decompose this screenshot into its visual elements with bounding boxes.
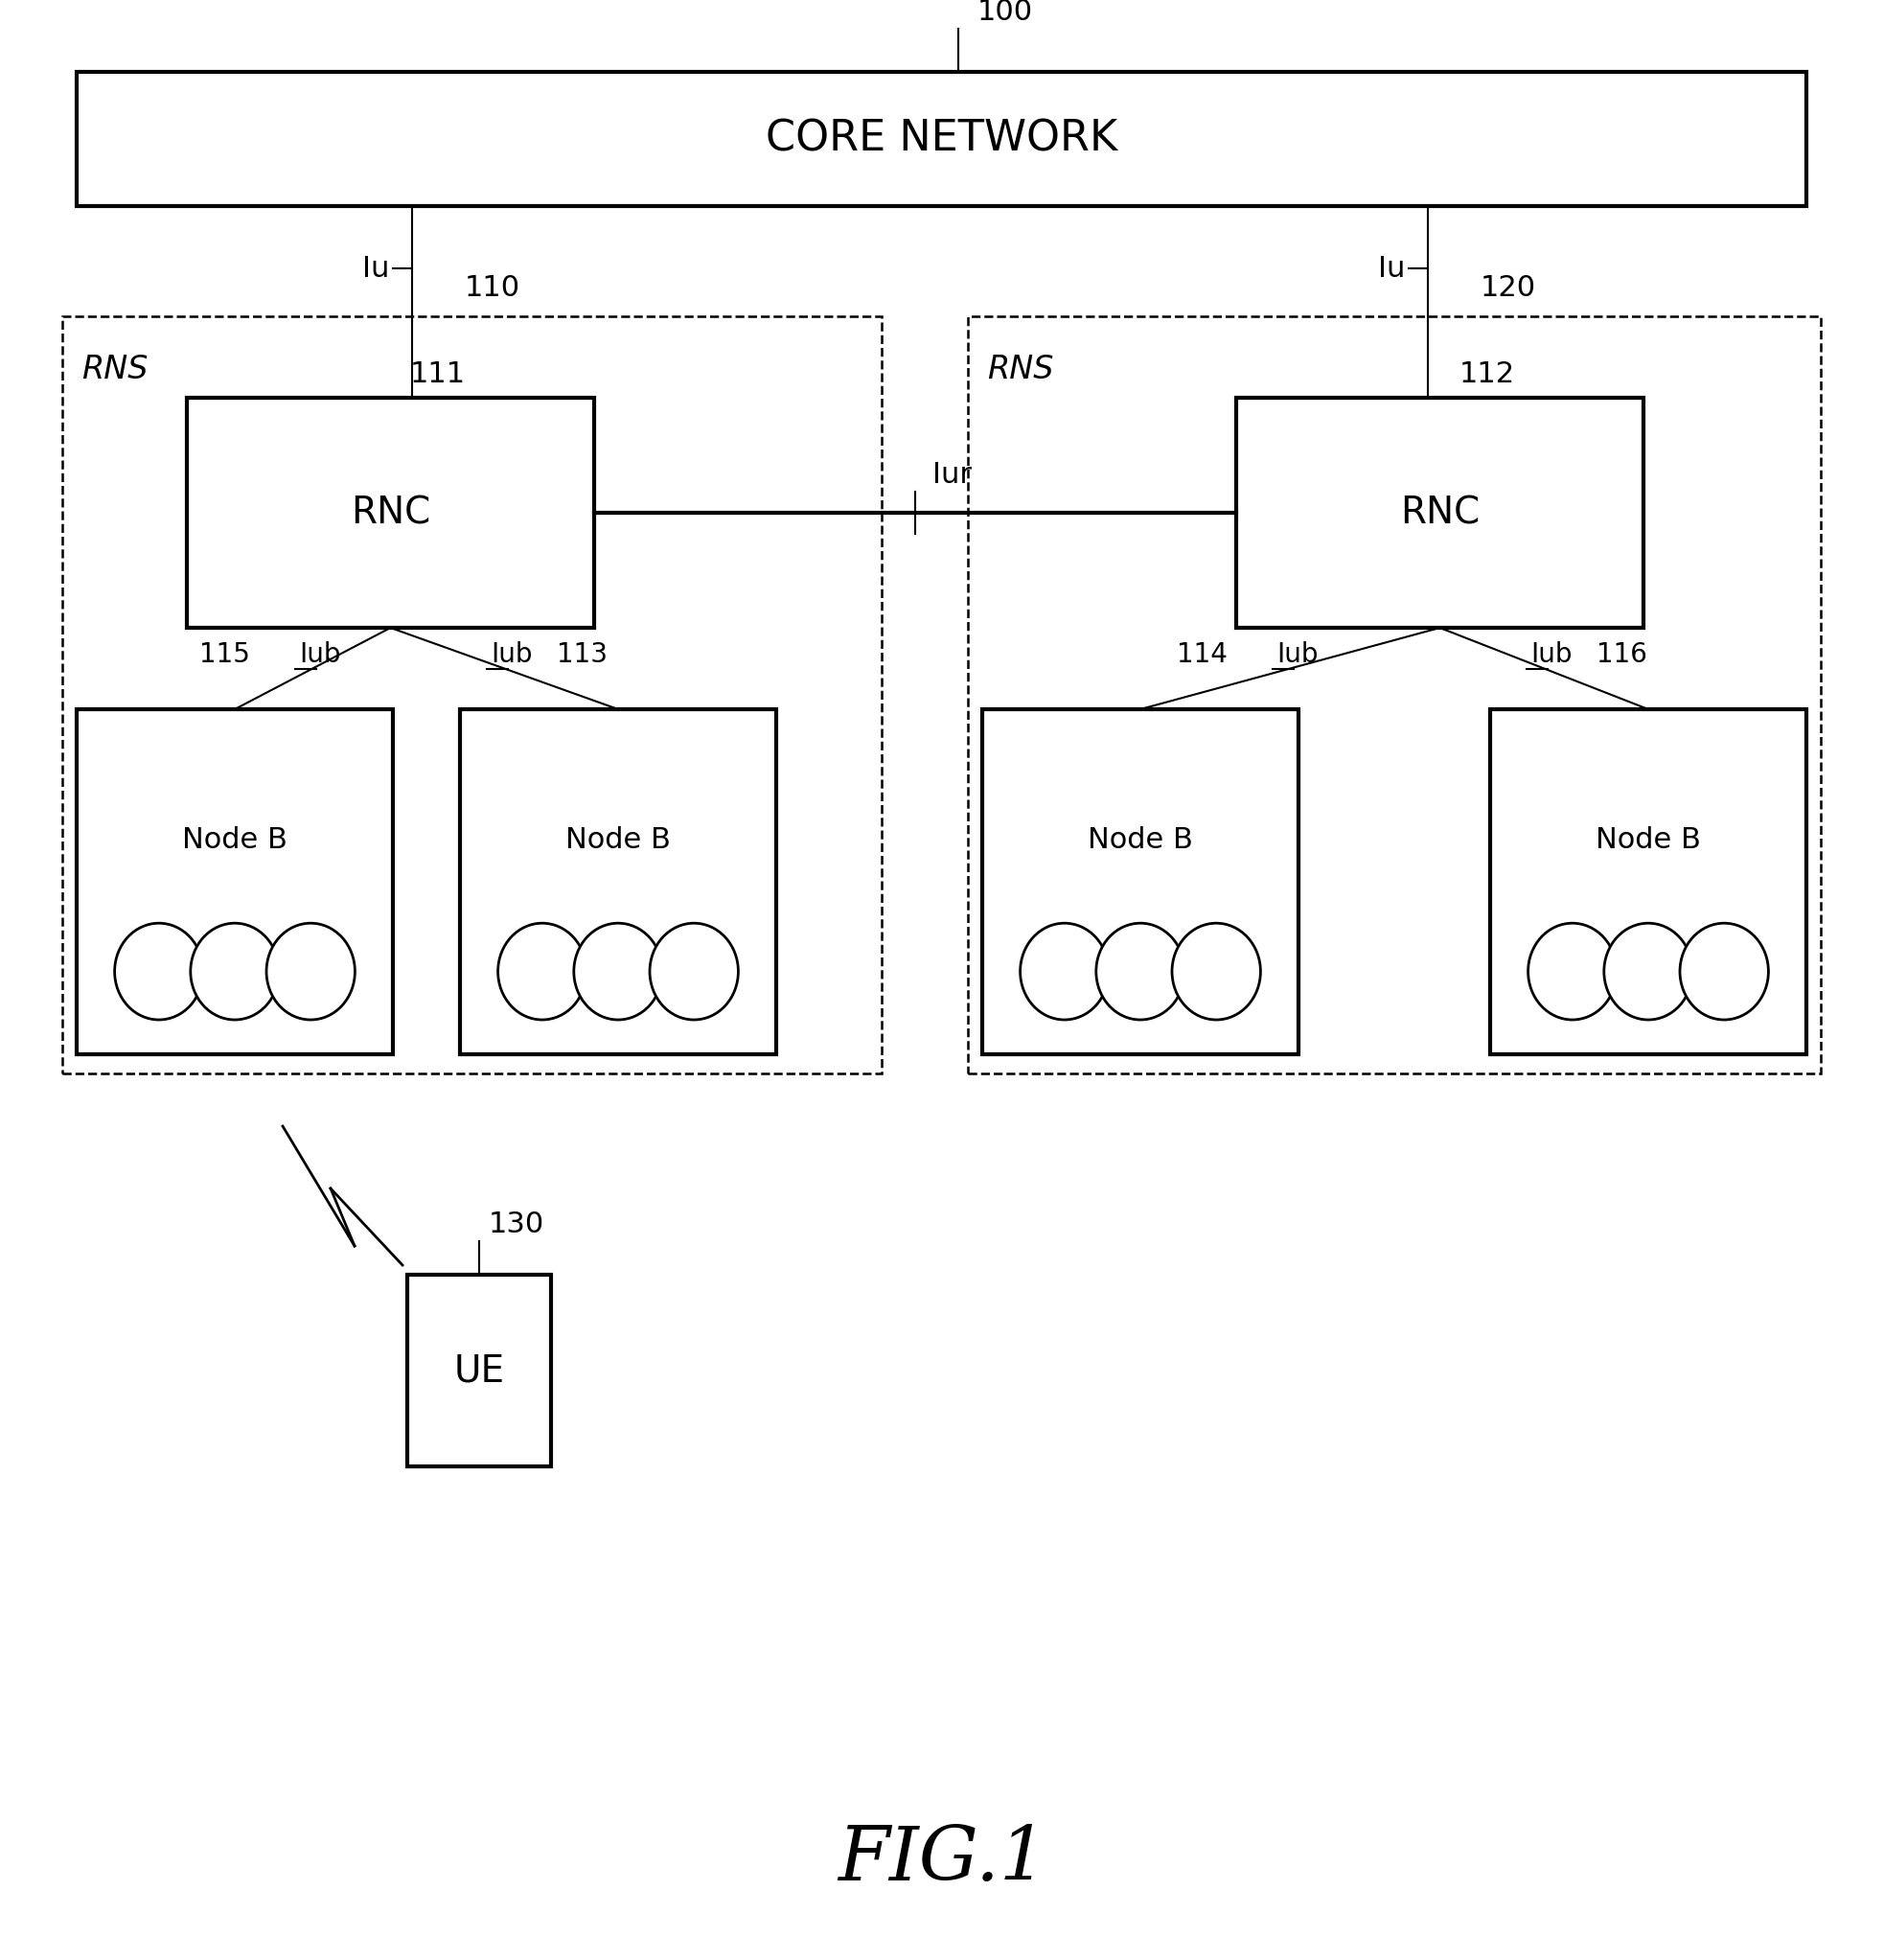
Text: Iub: Iub bbox=[1530, 641, 1573, 668]
Text: Node B: Node B bbox=[1087, 827, 1193, 855]
Ellipse shape bbox=[1096, 923, 1185, 1019]
Text: Iub: Iub bbox=[300, 641, 341, 668]
Text: Node B: Node B bbox=[183, 827, 288, 855]
Text: Node B: Node B bbox=[1596, 827, 1701, 855]
Ellipse shape bbox=[115, 923, 203, 1019]
Text: 100: 100 bbox=[978, 0, 1032, 25]
Bar bbox=[982, 710, 1298, 1054]
Bar bbox=[77, 710, 394, 1054]
Bar bbox=[407, 1274, 550, 1466]
Bar bbox=[1236, 398, 1643, 627]
Text: Iub: Iub bbox=[492, 641, 533, 668]
Ellipse shape bbox=[1528, 923, 1616, 1019]
Text: Iur: Iur bbox=[933, 461, 972, 488]
Bar bbox=[968, 316, 1820, 1074]
Text: RNC: RNC bbox=[350, 494, 430, 531]
Text: FIG.1: FIG.1 bbox=[836, 1823, 1048, 1895]
Text: CORE NETWORK: CORE NETWORK bbox=[765, 118, 1117, 159]
Text: 116: 116 bbox=[1598, 641, 1647, 668]
Text: Iu: Iu bbox=[1377, 255, 1405, 282]
Ellipse shape bbox=[497, 923, 586, 1019]
Ellipse shape bbox=[190, 923, 279, 1019]
Text: RNS: RNS bbox=[81, 353, 149, 384]
Ellipse shape bbox=[1603, 923, 1692, 1019]
Ellipse shape bbox=[575, 923, 663, 1019]
Text: 110: 110 bbox=[465, 274, 520, 302]
Ellipse shape bbox=[1681, 923, 1769, 1019]
Ellipse shape bbox=[266, 923, 354, 1019]
Ellipse shape bbox=[650, 923, 739, 1019]
Text: 120: 120 bbox=[1481, 274, 1535, 302]
Text: 130: 130 bbox=[488, 1211, 544, 1239]
Bar bbox=[460, 710, 776, 1054]
Text: RNC: RNC bbox=[1400, 494, 1479, 531]
Text: RNS: RNS bbox=[987, 353, 1053, 384]
Bar bbox=[62, 316, 882, 1074]
Bar bbox=[1490, 710, 1807, 1054]
Ellipse shape bbox=[1172, 923, 1260, 1019]
Text: Node B: Node B bbox=[565, 827, 671, 855]
Text: UE: UE bbox=[454, 1352, 505, 1390]
Text: 111: 111 bbox=[409, 361, 465, 388]
Text: 112: 112 bbox=[1458, 361, 1515, 388]
Bar bbox=[77, 73, 1807, 206]
Text: 115: 115 bbox=[200, 641, 251, 668]
Ellipse shape bbox=[1021, 923, 1110, 1019]
Text: Iu: Iu bbox=[362, 255, 390, 282]
Text: Iub: Iub bbox=[1277, 641, 1319, 668]
Text: 113: 113 bbox=[558, 641, 609, 668]
Bar bbox=[187, 398, 593, 627]
Text: 114: 114 bbox=[1178, 641, 1228, 668]
